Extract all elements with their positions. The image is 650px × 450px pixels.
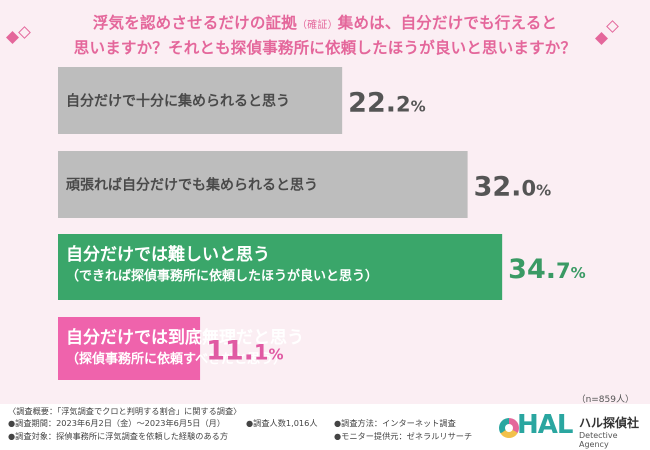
category-label-3-line-2: （できれば探偵事務所に依頼したほうが良いと思う） xyxy=(66,268,378,284)
value-label-4: 11.1% xyxy=(206,336,284,367)
value-label-3: 34.7% xyxy=(508,254,586,285)
logo-company-name: ハル探偵社 xyxy=(579,416,640,430)
category-label-4-line-1: 自分だけでは到底無理だと思う xyxy=(66,327,304,348)
value-label-1: 22.2% xyxy=(348,88,426,119)
title-line-2: 思いますか？それとも探偵事務所に依頼したほうが良いと思いますか？ xyxy=(73,39,577,57)
title-line-1-b: 集めは、自分だけでも行えると xyxy=(337,14,558,32)
chart-title: 浮気を認めさせるだけの証拠（確証）集めは、自分だけでも行えると 思いますか？それ… xyxy=(0,12,650,59)
survey-method: ●調査方法：インターネット調査 xyxy=(334,418,456,428)
bar-1 xyxy=(58,67,343,134)
sample-size-note: （n=859人） xyxy=(576,395,634,405)
logo-subtitle: Detective Agency xyxy=(579,431,618,449)
logo-wordmark: HAL xyxy=(517,410,573,440)
category-label-2-line-1: 頑張れば自分だけでも集められると思う xyxy=(65,177,318,194)
title-line-1: 浮気を認めさせるだけの証拠（確証）集めは、自分だけでも行えると xyxy=(0,12,650,37)
category-label-4-line-2: （探偵事務所に依頼すべきだと思う） xyxy=(66,351,286,367)
survey-monitor: ●モニター提供元：ゼネラルリサーチ xyxy=(334,431,473,441)
logo-mark-icon xyxy=(499,418,519,438)
survey-target: ●調査対象：探偵事務所に浮気調査を依頼した経験のある方 xyxy=(8,431,229,441)
title-line-1-a: 浮気を認めさせるだけの証拠 xyxy=(92,14,297,32)
value-label-2: 32.0% xyxy=(474,172,551,203)
survey-count: ●調査人数1,016人 xyxy=(246,418,318,428)
category-label-3-line-1: 自分だけでは難しいと思う xyxy=(66,244,270,265)
footer: 〈調査概要：「浮気調査でクロと判明する割合」に関する調査〉 ●調査期間：2023… xyxy=(0,404,650,450)
company-logo: HAL ハル探偵社 Detective Agency xyxy=(497,410,647,449)
bar-3 xyxy=(58,234,503,300)
survey-overview: 〈調査概要：「浮気調査でクロと判明する割合」に関する調査〉 xyxy=(8,406,242,416)
survey-period: ●調査期間：2023年6月2日（金）〜2023年6月5日（月） xyxy=(8,418,226,428)
title-line-1-small: （確証） xyxy=(296,20,338,31)
bar-4 xyxy=(58,317,201,380)
bar-2 xyxy=(58,151,468,218)
category-label-1-line-1: 自分だけで十分に集められると思う xyxy=(66,93,290,110)
